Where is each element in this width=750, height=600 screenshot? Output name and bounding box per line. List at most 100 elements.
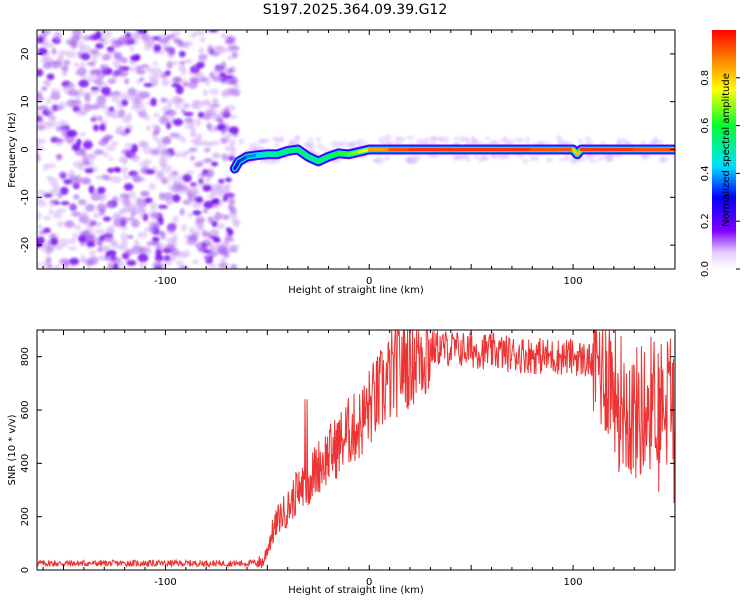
colorbar-tick-label: 0.4 — [700, 165, 711, 181]
noise-blob — [93, 124, 99, 132]
noise-blob — [202, 208, 209, 214]
noise-blob — [88, 256, 99, 266]
noise-blob — [122, 175, 130, 180]
noise-blob — [97, 240, 104, 247]
noise-blob — [167, 172, 175, 180]
noise-blob — [218, 262, 228, 269]
noise-blob — [187, 212, 193, 218]
noise-blob — [102, 136, 111, 142]
noise-blob — [145, 125, 152, 131]
halo-blob — [585, 140, 594, 145]
heatmap-ytick-label: -20 — [20, 237, 31, 253]
noise-blob — [74, 70, 85, 76]
noise-blob — [224, 185, 231, 193]
noise-blob — [47, 120, 58, 127]
noise-blob — [57, 138, 65, 144]
ridge-core-segment — [237, 155, 249, 163]
halo-blob — [514, 137, 525, 144]
noise-blob — [85, 153, 97, 159]
noise-blob — [139, 77, 145, 82]
noise-blob — [53, 211, 63, 220]
noise-blob — [159, 158, 168, 166]
halo-blob — [525, 136, 530, 144]
noise-blob — [137, 231, 148, 239]
noise-blob — [37, 111, 41, 117]
noise-blob — [229, 114, 237, 120]
noise-blob — [187, 185, 199, 194]
noise-blob — [195, 196, 204, 204]
noise-blob — [68, 238, 77, 245]
noise-blob — [106, 46, 115, 53]
noise-blob — [38, 230, 47, 235]
noise-blob — [128, 190, 136, 200]
noise-blob — [102, 30, 112, 38]
halo-blob — [546, 157, 554, 163]
noise-blob — [50, 88, 61, 94]
heatmap-xtick-label: 0 — [366, 276, 372, 287]
noise-blob — [95, 43, 104, 49]
halo-blob — [267, 158, 277, 165]
noise-blob — [103, 234, 114, 243]
noise-blob — [54, 31, 63, 41]
noise-blob — [100, 86, 111, 96]
halo-blob — [440, 136, 450, 144]
noise-blob — [162, 136, 172, 145]
halo-blob — [321, 147, 329, 152]
noise-blob — [120, 240, 128, 249]
noise-blob — [175, 260, 184, 266]
noise-blob — [192, 259, 199, 265]
noise-blob — [96, 203, 107, 213]
noise-blob — [223, 251, 230, 258]
noise-blob — [60, 65, 69, 72]
noise-blob — [225, 192, 236, 199]
noise-blob — [198, 221, 204, 230]
noise-blob — [155, 260, 162, 268]
chart-title: S197.2025.364.09.39.G12 — [263, 2, 448, 18]
colorbar-label: Normalized spectral amplitude — [721, 73, 732, 227]
noise-blob — [211, 76, 222, 82]
noise-blob — [44, 56, 54, 64]
noise-blob — [112, 59, 121, 68]
halo-blob — [589, 159, 599, 163]
noise-blob — [198, 247, 205, 252]
noise-blob — [101, 174, 109, 180]
halo-blob — [522, 159, 528, 164]
noise-blob — [196, 61, 205, 69]
halo-blob — [394, 136, 401, 141]
noise-blob — [108, 156, 114, 162]
noise-blob — [120, 232, 129, 242]
snr-ytick-label: 400 — [20, 454, 31, 473]
ridge-core-segment — [286, 148, 300, 153]
noise-blob — [187, 193, 197, 202]
noise-blob — [151, 212, 160, 220]
noise-blob — [180, 151, 188, 158]
noise-blob — [167, 184, 178, 192]
halo-blob — [458, 136, 468, 143]
noise-blob — [166, 49, 175, 59]
noise-blob — [99, 123, 106, 132]
noise-blob — [51, 47, 57, 56]
noise-blob — [163, 259, 173, 266]
noise-blob — [183, 111, 194, 117]
noise-blob — [46, 97, 52, 105]
heatmap-ytick-label: 20 — [20, 48, 31, 61]
halo-blob — [356, 139, 364, 144]
noise-blob — [50, 237, 59, 246]
noise-blob — [182, 173, 192, 183]
noise-blob — [184, 124, 195, 129]
noise-blob — [84, 93, 91, 102]
noise-blob — [206, 49, 216, 56]
noise-blob — [216, 213, 227, 219]
noise-blob — [196, 133, 203, 140]
noise-blob — [199, 36, 206, 43]
noise-blob — [60, 201, 70, 206]
noise-blob — [86, 241, 96, 248]
noise-blob — [211, 97, 218, 104]
noise-blob — [49, 199, 60, 204]
noise-blob — [103, 151, 109, 158]
noise-blob — [48, 209, 55, 215]
noise-blob — [182, 81, 189, 87]
noise-blob — [106, 249, 117, 256]
noise-blob — [44, 43, 55, 48]
noise-blob — [96, 246, 104, 253]
